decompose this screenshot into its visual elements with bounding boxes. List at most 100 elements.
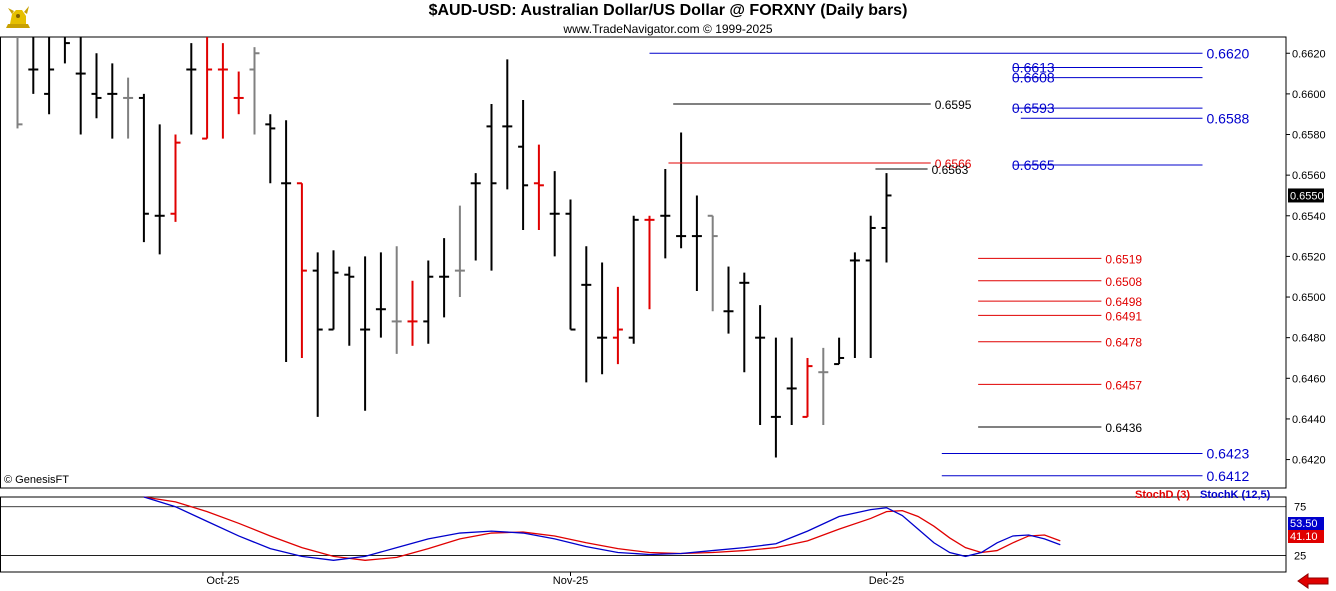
trade-navigator-bull-logo-icon[interactable] xyxy=(2,2,34,34)
x-tick-label: Nov-25 xyxy=(553,575,588,587)
ohlc-bar xyxy=(518,99,529,230)
price-axis: 0.6620 0.6600 0.6580 0.6560 0.6540 0.6520 0.65… xyxy=(1286,48,1326,467)
ohlc-bar xyxy=(533,144,544,230)
level-label: 0.6508 xyxy=(1105,275,1142,289)
ohlc-bar xyxy=(281,120,292,363)
ohlc-bar xyxy=(676,132,687,249)
ohlc-bar xyxy=(407,280,418,346)
ohlc-bar xyxy=(123,77,134,139)
level-label: 0.6457 xyxy=(1105,378,1142,392)
price-plot-border xyxy=(0,36,1287,489)
ohlc-bar xyxy=(486,104,497,271)
ohlc-bar xyxy=(581,246,592,383)
ohlc-bar xyxy=(154,124,165,255)
ohlc-bar xyxy=(454,205,465,298)
level-label: 0.6491 xyxy=(1105,309,1142,323)
y-tick-label: 0.6540 xyxy=(1292,211,1326,223)
y-tick-label: 0.6480 xyxy=(1292,333,1326,345)
price-panel-frame xyxy=(0,36,1287,489)
x-tick-label: Dec-25 xyxy=(869,575,904,587)
stoch-k-legend: StochK (12,5) xyxy=(1200,489,1271,501)
ohlc-bar xyxy=(691,195,702,291)
stoch-k-last-box xyxy=(1288,517,1324,530)
ohlc-bar xyxy=(296,182,307,358)
stoch-series-line xyxy=(143,496,1061,561)
level-label: 0.6498 xyxy=(1105,295,1142,309)
x-tick-label: Oct-25 xyxy=(206,575,239,587)
ohlc-bar xyxy=(63,37,70,64)
ohlc-bar xyxy=(138,93,149,243)
ohlc-bar xyxy=(170,134,181,222)
ohlc-bar xyxy=(439,238,450,318)
ohlc-bar xyxy=(423,260,434,344)
ohlc-bar xyxy=(818,347,829,426)
ohlc-bar xyxy=(549,171,560,257)
ohlc-bar xyxy=(786,337,797,426)
level-label: 0.6412 xyxy=(1207,468,1250,484)
ohlc-bar xyxy=(707,214,718,312)
ohlc-bar xyxy=(107,63,118,139)
stoch-d-legend: StochD (3) xyxy=(1135,489,1190,501)
level-label: 0.6588 xyxy=(1207,110,1250,126)
ohlc-bar xyxy=(849,252,860,358)
ohlc-bar xyxy=(44,37,55,115)
ohlc-bar xyxy=(739,272,750,373)
ohlc-bar xyxy=(91,53,102,119)
level-label: 0.6478 xyxy=(1105,336,1142,350)
ohlc-bar xyxy=(612,286,623,365)
ohlc-bar xyxy=(644,215,655,310)
ohlc-bar xyxy=(75,37,86,135)
level-label: 0.6423 xyxy=(1207,445,1250,461)
last-price-label: 0.6550 xyxy=(1290,190,1324,202)
stoch-panel-frame xyxy=(0,496,1287,573)
ohlc-bar xyxy=(186,43,197,135)
y-tick-label: 0.6580 xyxy=(1292,130,1326,142)
stoch-lines xyxy=(143,496,1061,561)
ohlc-bar xyxy=(770,337,781,458)
ohlc-bar xyxy=(628,215,639,344)
copyright-label: © GenesisFT xyxy=(4,474,69,486)
ohlc-bar xyxy=(802,357,813,418)
level-label: 0.6436 xyxy=(1105,421,1142,435)
y-tick-label: 0.6520 xyxy=(1292,251,1326,263)
y-tick-label: 0.6600 xyxy=(1292,89,1326,101)
ohlc-bar xyxy=(881,173,892,263)
ohlc-bar xyxy=(834,337,845,366)
stoch-plot-border xyxy=(0,496,1287,573)
ohlc-bar xyxy=(328,250,339,331)
level-label: 0.6566 xyxy=(935,157,972,171)
level-label: 0.6565 xyxy=(1012,157,1055,173)
ohlc-bar xyxy=(723,266,734,334)
red-left-arrow-icon[interactable] xyxy=(1296,573,1330,589)
last-price-box xyxy=(1288,188,1324,203)
ohlc-bar xyxy=(344,266,355,346)
level-label: 0.6613 xyxy=(1012,59,1055,75)
chart-title: $AUD-USD: Australian Dollar/US Dollar @ … xyxy=(428,2,908,19)
stoch-series-line xyxy=(143,496,1061,561)
level-label: 0.6593 xyxy=(1012,100,1055,116)
date-axis: Oct-25 Nov-25 Dec-25 xyxy=(206,572,904,587)
ohlc-bar xyxy=(249,47,260,135)
stoch-d-last-label: 41.10 xyxy=(1290,531,1318,543)
ohlc-bar xyxy=(312,252,323,417)
level-label: 0.6595 xyxy=(935,98,972,112)
ohlc-bar xyxy=(360,256,371,411)
ohlc-bar xyxy=(470,173,481,261)
y-tick-label: 0.6420 xyxy=(1292,455,1326,467)
ohlc-bar xyxy=(217,43,228,139)
level-label: 0.6563 xyxy=(932,163,969,177)
stoch-y-tick-label: 25 xyxy=(1294,550,1306,562)
y-tick-label: 0.6560 xyxy=(1292,170,1326,182)
ohlc-bar xyxy=(391,246,402,354)
stoch-d-last-box xyxy=(1288,530,1324,543)
price-bars xyxy=(16,37,892,458)
stoch-y-tick-label: 75 xyxy=(1294,502,1306,514)
ohlc-bar xyxy=(755,305,766,426)
level-label: 0.6519 xyxy=(1105,252,1142,266)
y-tick-label: 0.6440 xyxy=(1292,414,1326,426)
ohlc-bar xyxy=(565,199,576,331)
ohlc-bar xyxy=(28,37,39,94)
